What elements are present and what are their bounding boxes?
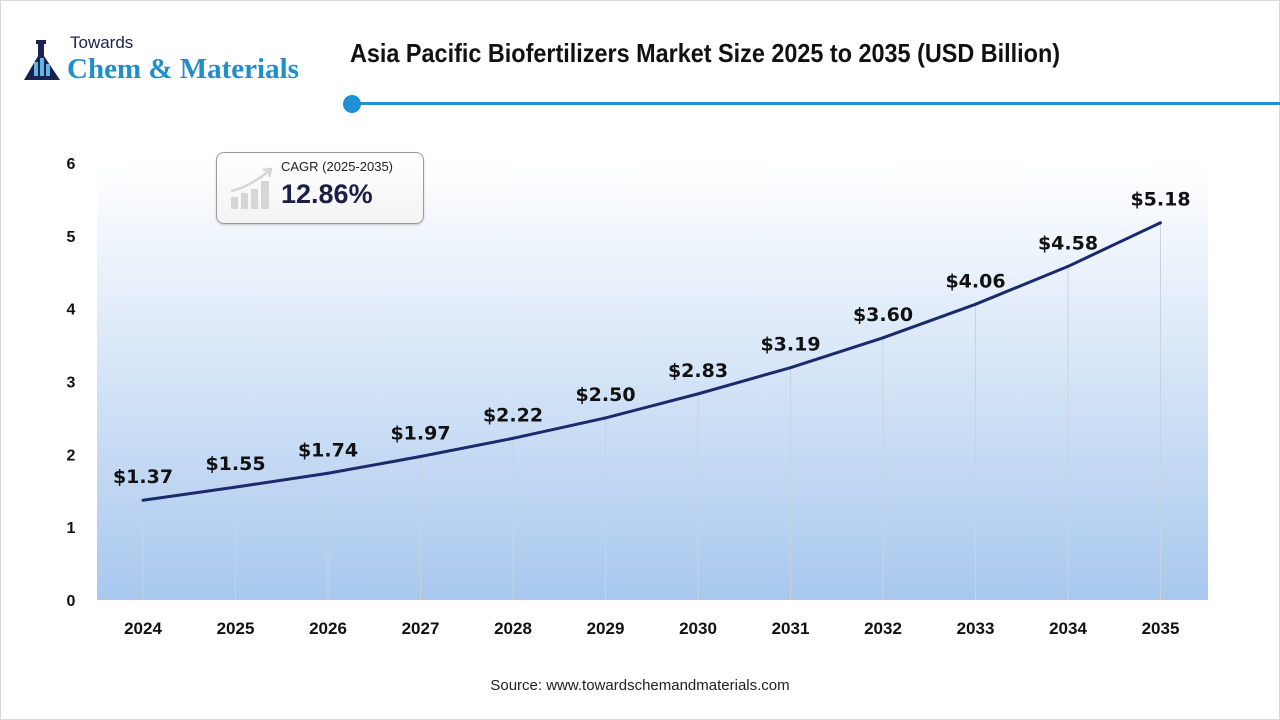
data-label: $3.19 [760,334,820,356]
chart-title: Asia Pacific Biofertilizers Market Size … [350,38,1061,68]
plot-area [97,163,1208,600]
y-tick-label: 1 [67,520,76,537]
data-label: $2.83 [668,360,728,382]
y-tick-label: 5 [67,229,76,246]
y-tick-label: 4 [67,302,76,319]
x-tick-label: 2030 [679,619,717,638]
cagr-value: 12.86% [281,179,373,209]
cagr-label: CAGR (2025-2035) [281,159,393,174]
x-tick-label: 2025 [217,619,255,638]
growth-bar-chart-icon [230,167,273,209]
cagr-box: CAGR (2025-2035) 12.86% [216,152,424,224]
data-label: $2.22 [483,404,543,426]
y-tick-label: 2 [67,447,76,464]
x-tick-label: 2034 [1049,619,1087,638]
data-label: $4.58 [1038,232,1098,254]
flask-logo-icon [24,40,60,80]
x-tick-label: 2026 [309,619,347,638]
x-tick-label: 2033 [957,619,995,638]
title-underline-dot [343,95,361,113]
data-label: $5.18 [1130,189,1190,211]
data-label: $1.74 [298,439,358,461]
x-tick-label: 2024 [124,619,162,638]
data-label: $4.06 [945,270,1005,292]
data-label: $1.55 [205,453,265,475]
x-tick-label: 2029 [587,619,625,638]
logo: Towards Chem & Materials [22,34,332,86]
x-tick-label: 2027 [402,619,440,638]
data-label: $1.37 [113,466,173,488]
x-tick-label: 2032 [864,619,902,638]
x-tick-label: 2028 [494,619,532,638]
title-underline [352,102,1280,105]
source-note: Source: www.towardschemandmaterials.com [490,677,790,694]
data-label: $1.97 [390,423,450,445]
data-label: $3.60 [853,304,913,326]
y-tick-label: 6 [67,156,76,173]
y-tick-label: 3 [67,375,76,392]
logo-towards: Towards [70,33,134,52]
x-tick-label: 2031 [772,619,810,638]
logo-brand: Chem & Materials [67,53,299,85]
y-tick-label: 0 [67,593,76,610]
series-line [142,221,1162,502]
x-tick-label: 2035 [1142,619,1180,638]
data-label: $2.50 [575,384,635,406]
